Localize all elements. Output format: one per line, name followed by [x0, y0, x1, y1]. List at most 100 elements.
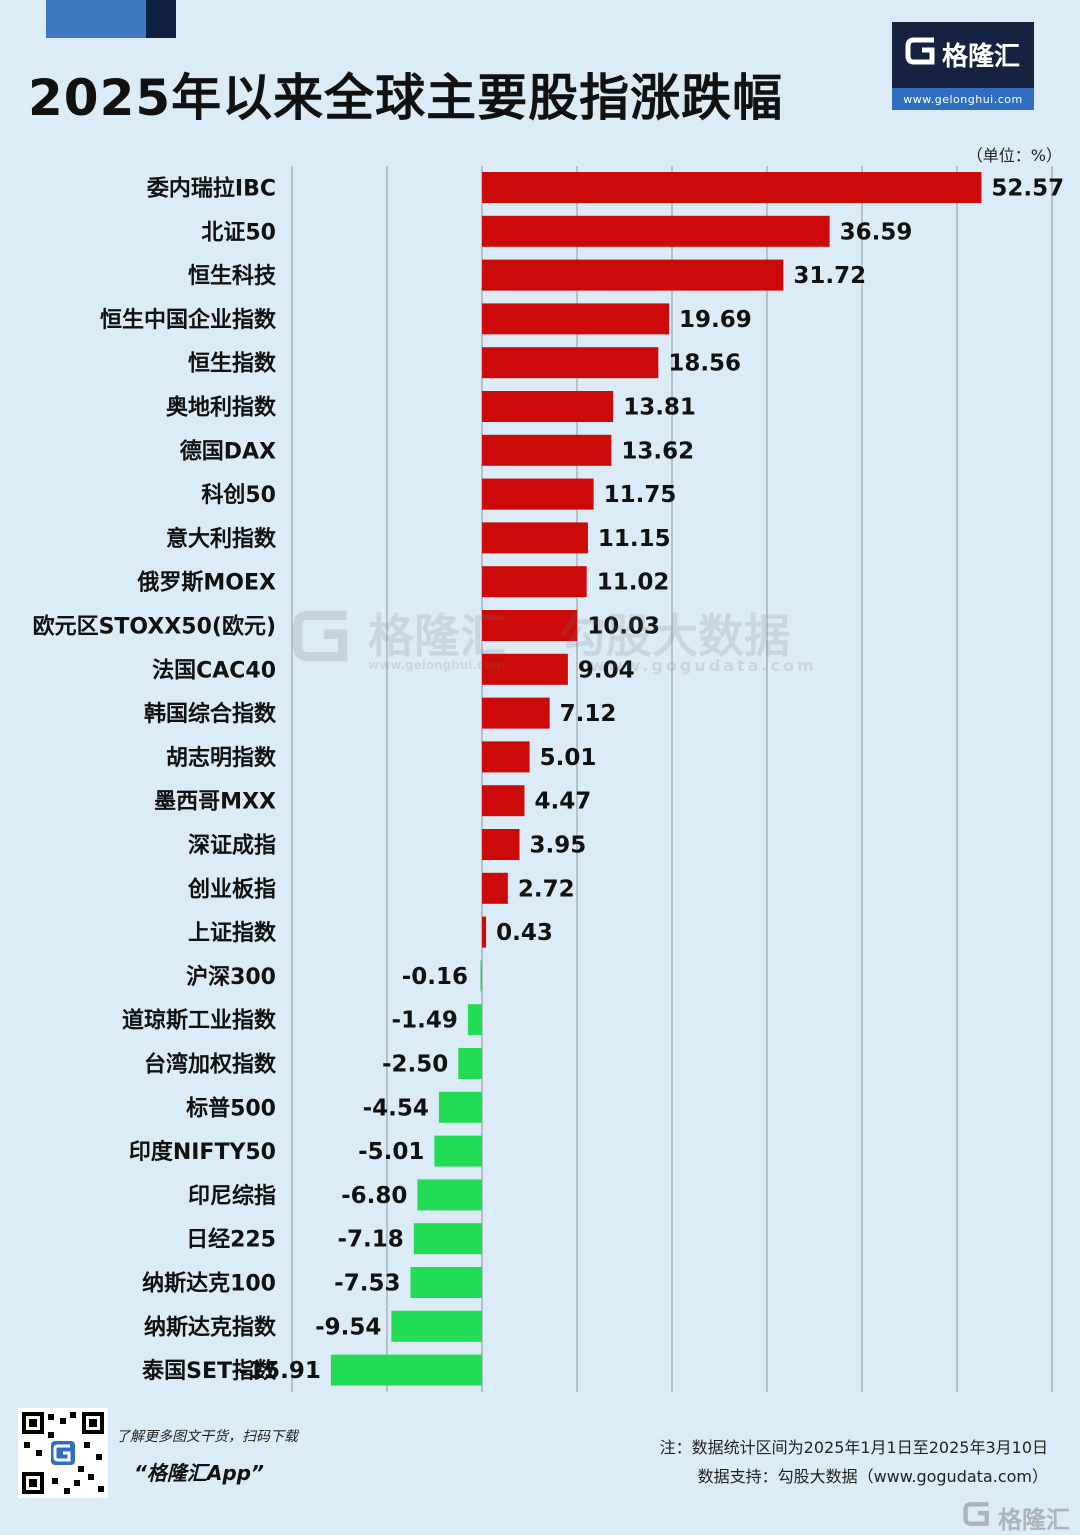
bar	[482, 303, 670, 335]
category-label: 深证成指	[188, 834, 276, 859]
value-label: 52.57	[991, 176, 1064, 202]
bar-chart: 委内瑞拉IBC 52.57 北证50 36.59 恒生科技 31.72 恒生中国企业指数 19…	[33, 166, 1064, 1393]
app-name: “格隆汇App”	[134, 1461, 264, 1485]
chart-title: 2025年以来全球主要股指涨跌幅	[28, 69, 784, 127]
category-label: 科创50	[201, 483, 276, 508]
qr-code-icon	[22, 1412, 104, 1494]
category-label: 胡志明指数	[166, 745, 277, 771]
value-label: 5.01	[540, 745, 597, 771]
value-label: -15.91	[239, 1358, 321, 1384]
value-label: -7.18	[337, 1227, 403, 1253]
bar	[482, 522, 588, 554]
category-label: 印尼综指	[188, 1183, 276, 1209]
category-label: 恒生科技	[188, 263, 277, 289]
value-label: 7.12	[560, 701, 617, 727]
brand-logo: 格隆汇 www.gelonghui.com	[892, 22, 1034, 110]
bar	[467, 1004, 482, 1036]
bar	[438, 1091, 482, 1123]
value-label: 11.15	[598, 526, 671, 552]
value-label: -0.16	[402, 964, 468, 990]
category-label: 德国DAX	[180, 438, 276, 464]
bar	[482, 829, 520, 860]
value-label: -7.53	[334, 1271, 400, 1297]
bar	[434, 1135, 482, 1167]
bar	[413, 1223, 482, 1255]
qr-caption: 了解更多图文干货，扫码下载	[116, 1429, 298, 1445]
bar	[482, 391, 614, 422]
category-label: 沪深300	[186, 964, 276, 990]
value-label: -4.54	[363, 1095, 429, 1121]
corner-brand: 格隆汇	[998, 1506, 1070, 1534]
value-label: 0.43	[496, 920, 553, 946]
value-label: 10.03	[587, 614, 660, 640]
bar	[410, 1267, 482, 1298]
corner-g-icon	[963, 1502, 989, 1526]
value-label: 11.02	[597, 570, 670, 596]
bar	[458, 1048, 482, 1079]
category-label: 委内瑞拉IBC	[147, 176, 276, 202]
value-label: -9.54	[315, 1314, 381, 1340]
category-label: 创业板指	[187, 877, 276, 902]
bar	[330, 1354, 482, 1386]
value-label: 19.69	[679, 307, 752, 333]
brand-name: 格隆汇	[942, 42, 1021, 72]
category-label: 日经225	[186, 1227, 276, 1253]
bar	[482, 610, 578, 641]
category-label: 意大利指数	[166, 526, 277, 552]
value-label: 36.59	[840, 219, 913, 245]
qr-code[interactable]	[18, 1408, 108, 1498]
bar	[480, 960, 482, 992]
category-label: 奥地利指数	[166, 395, 277, 421]
value-label: 3.95	[530, 833, 587, 859]
bar	[391, 1310, 482, 1342]
value-label: 4.47	[534, 789, 591, 815]
bar	[482, 215, 830, 247]
category-label: 俄罗斯MOEX	[136, 570, 276, 596]
value-label: 18.56	[668, 351, 741, 377]
brand-url: www.gelonghui.com	[903, 93, 1023, 106]
bar	[482, 172, 982, 203]
category-label: 泰国SET指数	[141, 1358, 277, 1384]
value-label: -1.49	[392, 1008, 458, 1034]
unit-label: （单位：%）	[966, 146, 1062, 165]
footnote-source: 数据支持：勾股大数据（www.gogudata.com）	[697, 1467, 1048, 1486]
bar	[482, 916, 487, 948]
value-label: 13.81	[623, 395, 696, 421]
category-label: 纳斯达克100	[142, 1271, 276, 1297]
bar	[482, 872, 508, 904]
category-label: 台湾加权指数	[144, 1052, 277, 1078]
category-label: 标普500	[186, 1095, 276, 1121]
value-label: -2.50	[382, 1052, 448, 1078]
footnote-period: 注：数据统计区间为2025年1月1日至2025年3月10日	[659, 1438, 1048, 1457]
bar	[482, 566, 587, 598]
bar	[482, 653, 568, 685]
brand-g-icon	[905, 37, 935, 65]
category-label: 恒生中国企业指数	[100, 307, 277, 333]
bar	[482, 478, 594, 510]
category-label: 欧元区STOXX50(欧元)	[33, 614, 276, 640]
bar	[482, 741, 530, 773]
category-label: 法国CAC40	[152, 658, 276, 683]
category-label: 上证指数	[188, 920, 277, 946]
bar	[482, 785, 525, 817]
value-label: 13.62	[621, 438, 694, 464]
category-label: 恒生指数	[188, 351, 277, 377]
top-accent-bar	[46, 0, 146, 38]
category-label: 印度NIFTY50	[129, 1139, 276, 1165]
bar	[482, 697, 550, 729]
category-label: 纳斯达克指数	[144, 1314, 277, 1340]
brand-url-band	[892, 88, 1034, 110]
bar	[417, 1179, 482, 1211]
value-label: 2.72	[518, 876, 575, 902]
bar	[482, 259, 784, 291]
value-label: 9.04	[578, 657, 635, 683]
corner-watermark: 格隆汇	[962, 1498, 1072, 1534]
category-label: 北证50	[201, 220, 276, 245]
value-label: 11.75	[604, 482, 677, 508]
value-label: -6.80	[341, 1183, 407, 1209]
bar	[482, 434, 612, 466]
top-accent-bar-dark	[146, 0, 176, 38]
category-label: 韩国综合指数	[144, 701, 277, 727]
value-label: 31.72	[793, 263, 866, 289]
category-label: 墨西哥MXX	[154, 790, 276, 815]
